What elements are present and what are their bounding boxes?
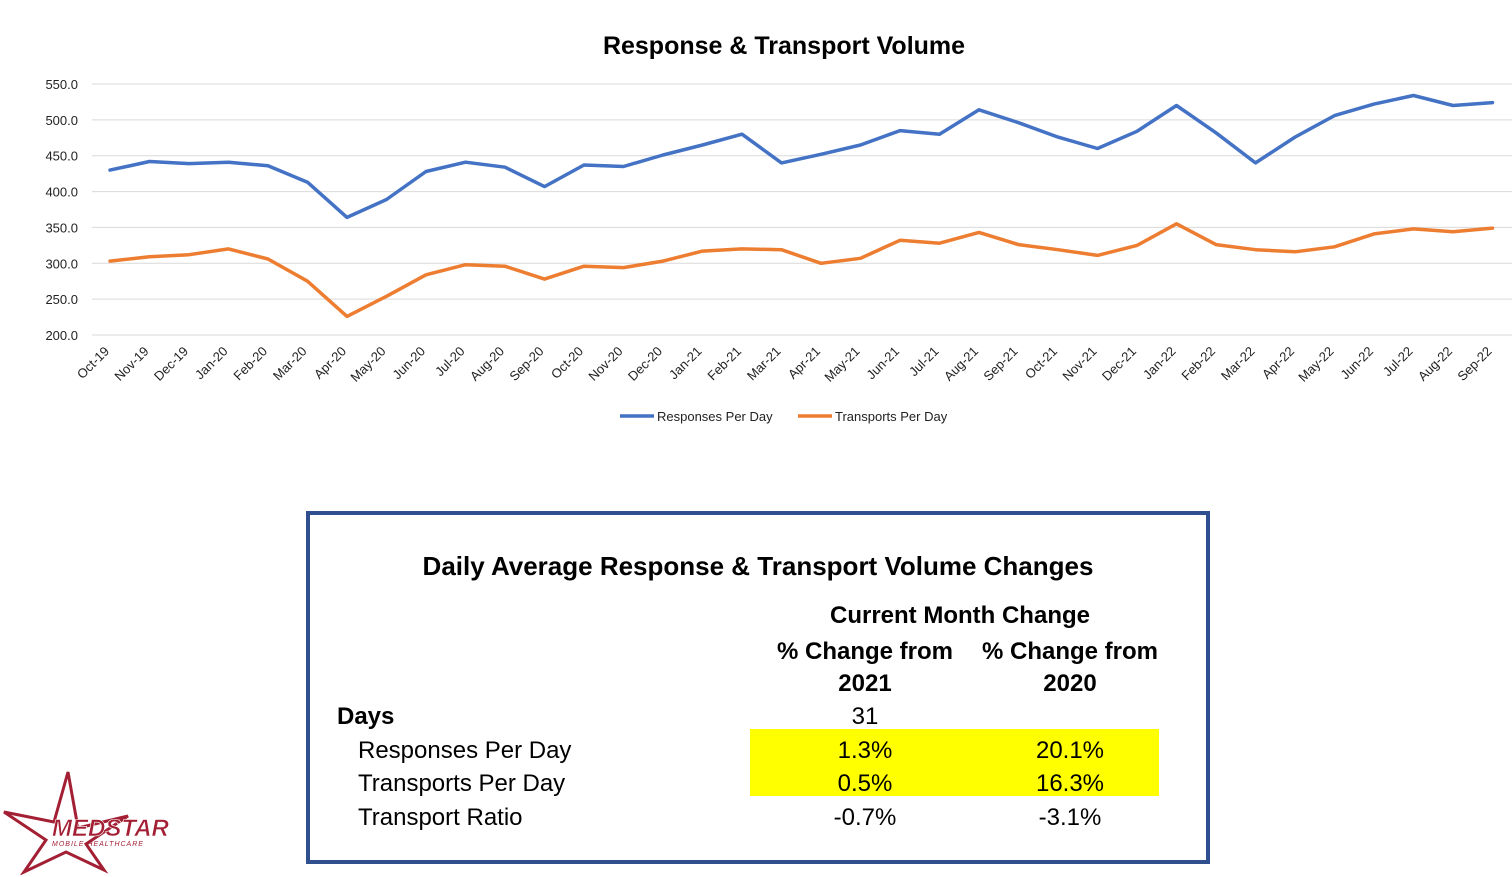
x-tick-label: Jan-21 <box>666 344 705 383</box>
logo-wordmark: MEDSTAR <box>52 815 170 842</box>
y-tick-label: 350.0 <box>45 220 78 235</box>
x-tick-label: Oct-19 <box>74 344 112 382</box>
x-tick-label: Jul-22 <box>1380 344 1416 380</box>
x-tick-label: Mar-22 <box>1218 344 1258 384</box>
x-axis-ticks: Oct-19 Nov-19 Dec-19 Jan-20 Feb-20 Mar-20 Apr-… <box>74 344 1495 385</box>
x-tick-label: Feb-20 <box>230 344 270 384</box>
medstar-logo: MEDSTAR MOBILE HEALTHCARE <box>3 771 170 875</box>
y-tick-label: 500.0 <box>45 113 78 128</box>
y-tick-label: 550.0 <box>45 77 78 92</box>
x-tick-label: Oct-20 <box>548 344 586 382</box>
x-tick-label: Feb-21 <box>704 344 744 384</box>
star-logo-icon <box>3 771 129 875</box>
x-tick-label: Nov-21 <box>1059 344 1099 384</box>
x-tick-label: Apr-22 <box>1259 344 1297 382</box>
x-tick-label: May-22 <box>1295 344 1336 385</box>
x-tick-label: Aug-21 <box>941 344 981 384</box>
x-tick-label: Aug-22 <box>1415 344 1455 384</box>
legend: Responses Per Day Transports Per Day <box>620 409 948 424</box>
x-tick-label: Sep-22 <box>1454 344 1494 384</box>
responses-change-2021: 1.3% <box>837 737 893 764</box>
x-tick-label: Jul-21 <box>906 344 942 380</box>
ratio-change-2020: -3.1% <box>1038 804 1102 831</box>
header-col2-line1: % Change from <box>981 638 1158 665</box>
x-tick-label: Feb-22 <box>1178 344 1218 384</box>
x-tick-label: Nov-19 <box>111 344 151 384</box>
x-tick-label: Apr-21 <box>785 344 823 382</box>
summary-title: Daily Average Response & Transport Volum… <box>422 551 1094 581</box>
x-tick-label: Sep-21 <box>980 344 1020 384</box>
x-tick-label: Jun-20 <box>389 344 428 383</box>
x-tick-label: Mar-21 <box>744 344 784 384</box>
ratio-change-2021: -0.7% <box>833 804 897 831</box>
x-tick-label: Sep-20 <box>506 344 546 384</box>
row-label-days: Days <box>337 703 395 730</box>
x-tick-label: Aug-20 <box>467 344 507 384</box>
y-tick-label: 450.0 <box>45 149 78 164</box>
header-col1-line2: 2021 <box>838 670 892 697</box>
days-value: 31 <box>851 703 879 730</box>
summary-table: Daily Average Response & Transport Volum… <box>306 511 1210 864</box>
header-col1-line1: % Change from <box>776 638 953 665</box>
gridlines <box>92 83 1512 336</box>
x-tick-label: Dec-21 <box>1099 344 1139 384</box>
logo-tagline: MOBILE HEALTHCARE <box>52 841 144 848</box>
highlight-block <box>750 729 1159 796</box>
x-tick-label: May-20 <box>347 344 388 385</box>
x-tick-label: Jun-22 <box>1337 344 1376 383</box>
series-line-responses <box>108 93 1495 220</box>
header-current-month-change: Current Month Change <box>830 602 1090 629</box>
legend-label: Responses Per Day <box>657 409 773 424</box>
x-tick-label: Nov-20 <box>585 344 625 384</box>
y-tick-label: 400.0 <box>45 185 78 200</box>
legend-label: Transports Per Day <box>835 409 948 424</box>
y-axis-ticks: 200.0 250.0 300.0 350.0 400.0 450.0 500.0 550.0 <box>45 77 78 343</box>
header-change-from-2020: % Change from 2020 <box>975 636 1165 700</box>
row-label-responses: Responses Per Day <box>358 737 572 764</box>
row-label-transports: Transports Per Day <box>358 770 566 797</box>
header-change-from-2021: % Change from 2021 <box>770 636 960 700</box>
y-tick-label: 250.0 <box>45 292 78 307</box>
x-tick-label: Dec-19 <box>151 344 191 384</box>
header-col2-line2: 2020 <box>1043 670 1097 697</box>
y-tick-label: 300.0 <box>45 256 78 271</box>
chart-title: Response & Transport Volume <box>603 32 965 60</box>
transports-change-2020: 16.3% <box>1035 770 1105 797</box>
x-tick-label: Apr-20 <box>311 344 349 382</box>
transports-change-2021: 0.5% <box>837 770 893 797</box>
series-line-transports <box>108 222 1495 319</box>
x-tick-label: Dec-20 <box>625 344 665 384</box>
series-lines <box>108 93 1495 319</box>
x-tick-label: Jun-21 <box>863 344 902 383</box>
x-tick-label: Jul-20 <box>432 344 468 380</box>
x-tick-label: Jan-22 <box>1140 344 1179 383</box>
row-label-transport-ratio: Transport Ratio <box>358 804 523 831</box>
x-tick-label: Mar-20 <box>270 344 310 384</box>
x-tick-label: Jan-20 <box>192 344 231 383</box>
responses-change-2020: 20.1% <box>1035 737 1105 764</box>
x-tick-label: Oct-21 <box>1022 344 1060 382</box>
x-tick-label: May-21 <box>821 344 862 385</box>
line-chart: Response & Transport Volume 200.0 250.0 30… <box>45 32 1512 424</box>
y-tick-label: 200.0 <box>45 328 78 343</box>
